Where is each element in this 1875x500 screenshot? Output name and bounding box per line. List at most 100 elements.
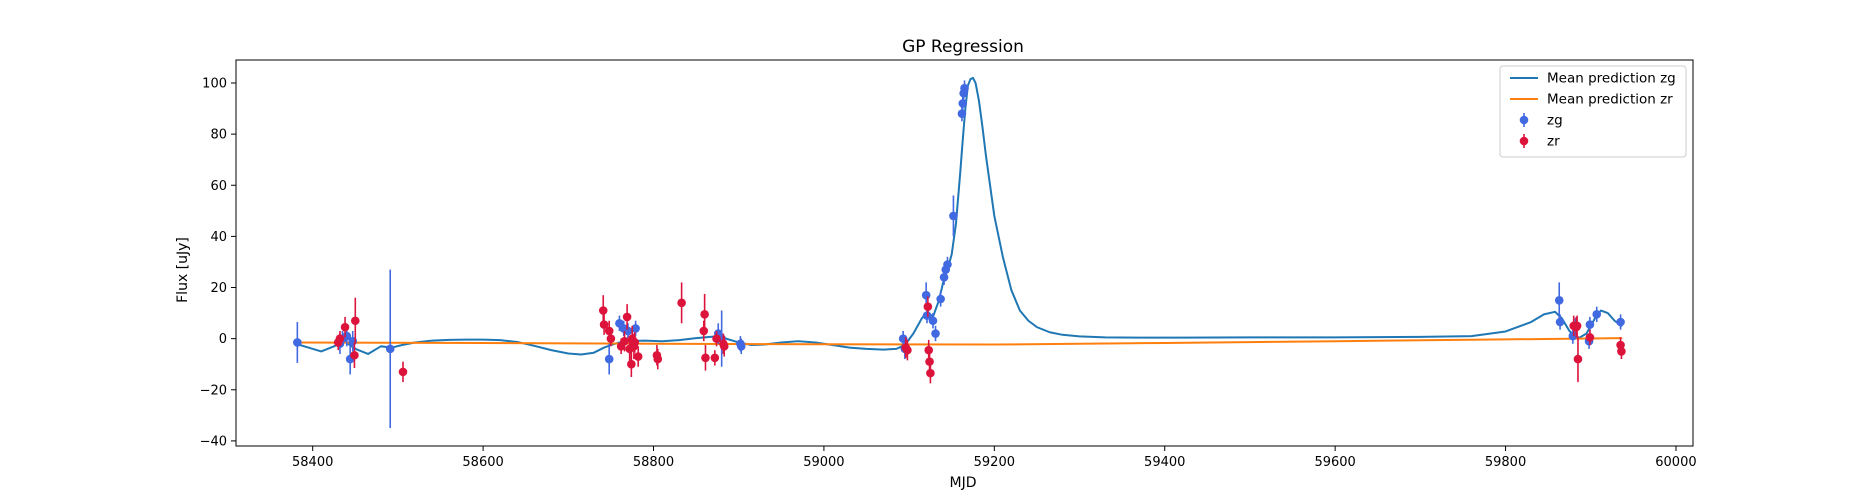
marker [653,354,663,364]
marker [700,310,709,319]
data-point-zr [1572,315,1582,337]
marker [939,272,949,282]
marker [599,320,609,329]
legend-label: zr [1547,134,1560,150]
marker [958,99,968,108]
data-point-zg [943,256,952,273]
data-point-zr [712,330,721,347]
marker [736,342,746,351]
marker [710,353,720,363]
data-point-zr [719,336,729,357]
legend-label: Mean prediction zg [1547,71,1676,87]
marker [699,326,709,336]
x-tick-label: 59400 [1144,455,1185,470]
marker [598,306,608,315]
marker [335,334,345,343]
data-point-zr [1617,343,1626,360]
data-point-zg [1555,314,1565,330]
legend-entry: zg [1519,113,1563,129]
marker [1616,317,1625,327]
y-tick-label: 0 [219,332,227,347]
marker [928,316,938,326]
data-point-zr [630,332,640,353]
data-point-zr [622,304,632,330]
data-point-zr [633,346,643,367]
data-point-zg [631,320,640,337]
x-tick-label: 59000 [803,455,844,470]
marker [350,350,359,360]
marker [622,312,632,322]
marker [1585,333,1595,342]
data-point-zg [928,313,938,329]
marker [1616,340,1625,350]
data-point-zr [335,330,345,347]
marker [620,336,629,346]
marker [604,354,614,364]
data-point-zr [620,330,629,352]
data-point-zg [1554,282,1564,319]
marker [719,342,729,351]
marker [385,344,395,354]
legend-marker-swatch [1519,136,1529,146]
y-axis-title: Flux [uJy] [175,237,191,303]
y-tick-label: −40 [200,434,227,449]
data-point-zr [653,348,663,370]
data-point-zr [1585,329,1595,346]
marker [606,334,616,343]
marker [943,260,952,269]
marker [1572,321,1582,331]
data-point-zr [710,350,720,366]
marker [925,357,934,366]
x-tick-label: 58400 [292,455,333,470]
marker [630,338,640,347]
data-point-zr [340,316,350,338]
data-point-zr [627,351,636,377]
plot-content [293,76,1626,429]
plot-area [293,76,1626,429]
marker [712,334,721,343]
data-point-zg [1585,316,1595,333]
marker [293,338,302,347]
marker [340,322,350,332]
legend-entry: Mean prediction zg [1510,71,1676,87]
data-point-zg [931,325,940,342]
x-tick-label: 58800 [633,455,674,470]
data-point-zr [677,282,686,324]
data-point-zg [1568,328,1578,344]
data-point-zg [1616,314,1625,330]
data-point-zr [398,361,408,383]
marker [631,324,640,333]
y-tick-label: 40 [210,230,227,245]
data-point-zr [350,297,360,344]
data-point-zr [599,314,609,335]
marker [924,345,934,355]
marker [926,368,935,378]
marker [633,352,643,361]
marker [923,302,933,311]
marker [398,367,408,377]
data-point-zr [925,351,934,372]
data-point-zg [604,343,614,375]
data-point-zr [701,345,710,371]
y-tick-label: −20 [200,383,227,398]
y-tick-label: 80 [210,128,227,143]
legend-label: Mean prediction zr [1547,92,1673,108]
data-point-zg [936,291,945,307]
marker [1573,354,1583,364]
data-point-zg [293,322,302,363]
data-point-zg [960,80,969,96]
marker [903,345,912,355]
legend-label: zg [1547,113,1563,129]
marker [701,353,710,363]
data-point-zr [923,296,933,317]
marker [1617,347,1626,356]
data-point-zg [623,323,633,339]
data-point-zg [957,106,967,122]
data-point-zg [1592,306,1602,323]
data-point-zr [606,330,616,347]
marker [931,329,940,338]
marker [949,211,958,221]
marker [350,316,360,326]
marker [627,359,636,369]
